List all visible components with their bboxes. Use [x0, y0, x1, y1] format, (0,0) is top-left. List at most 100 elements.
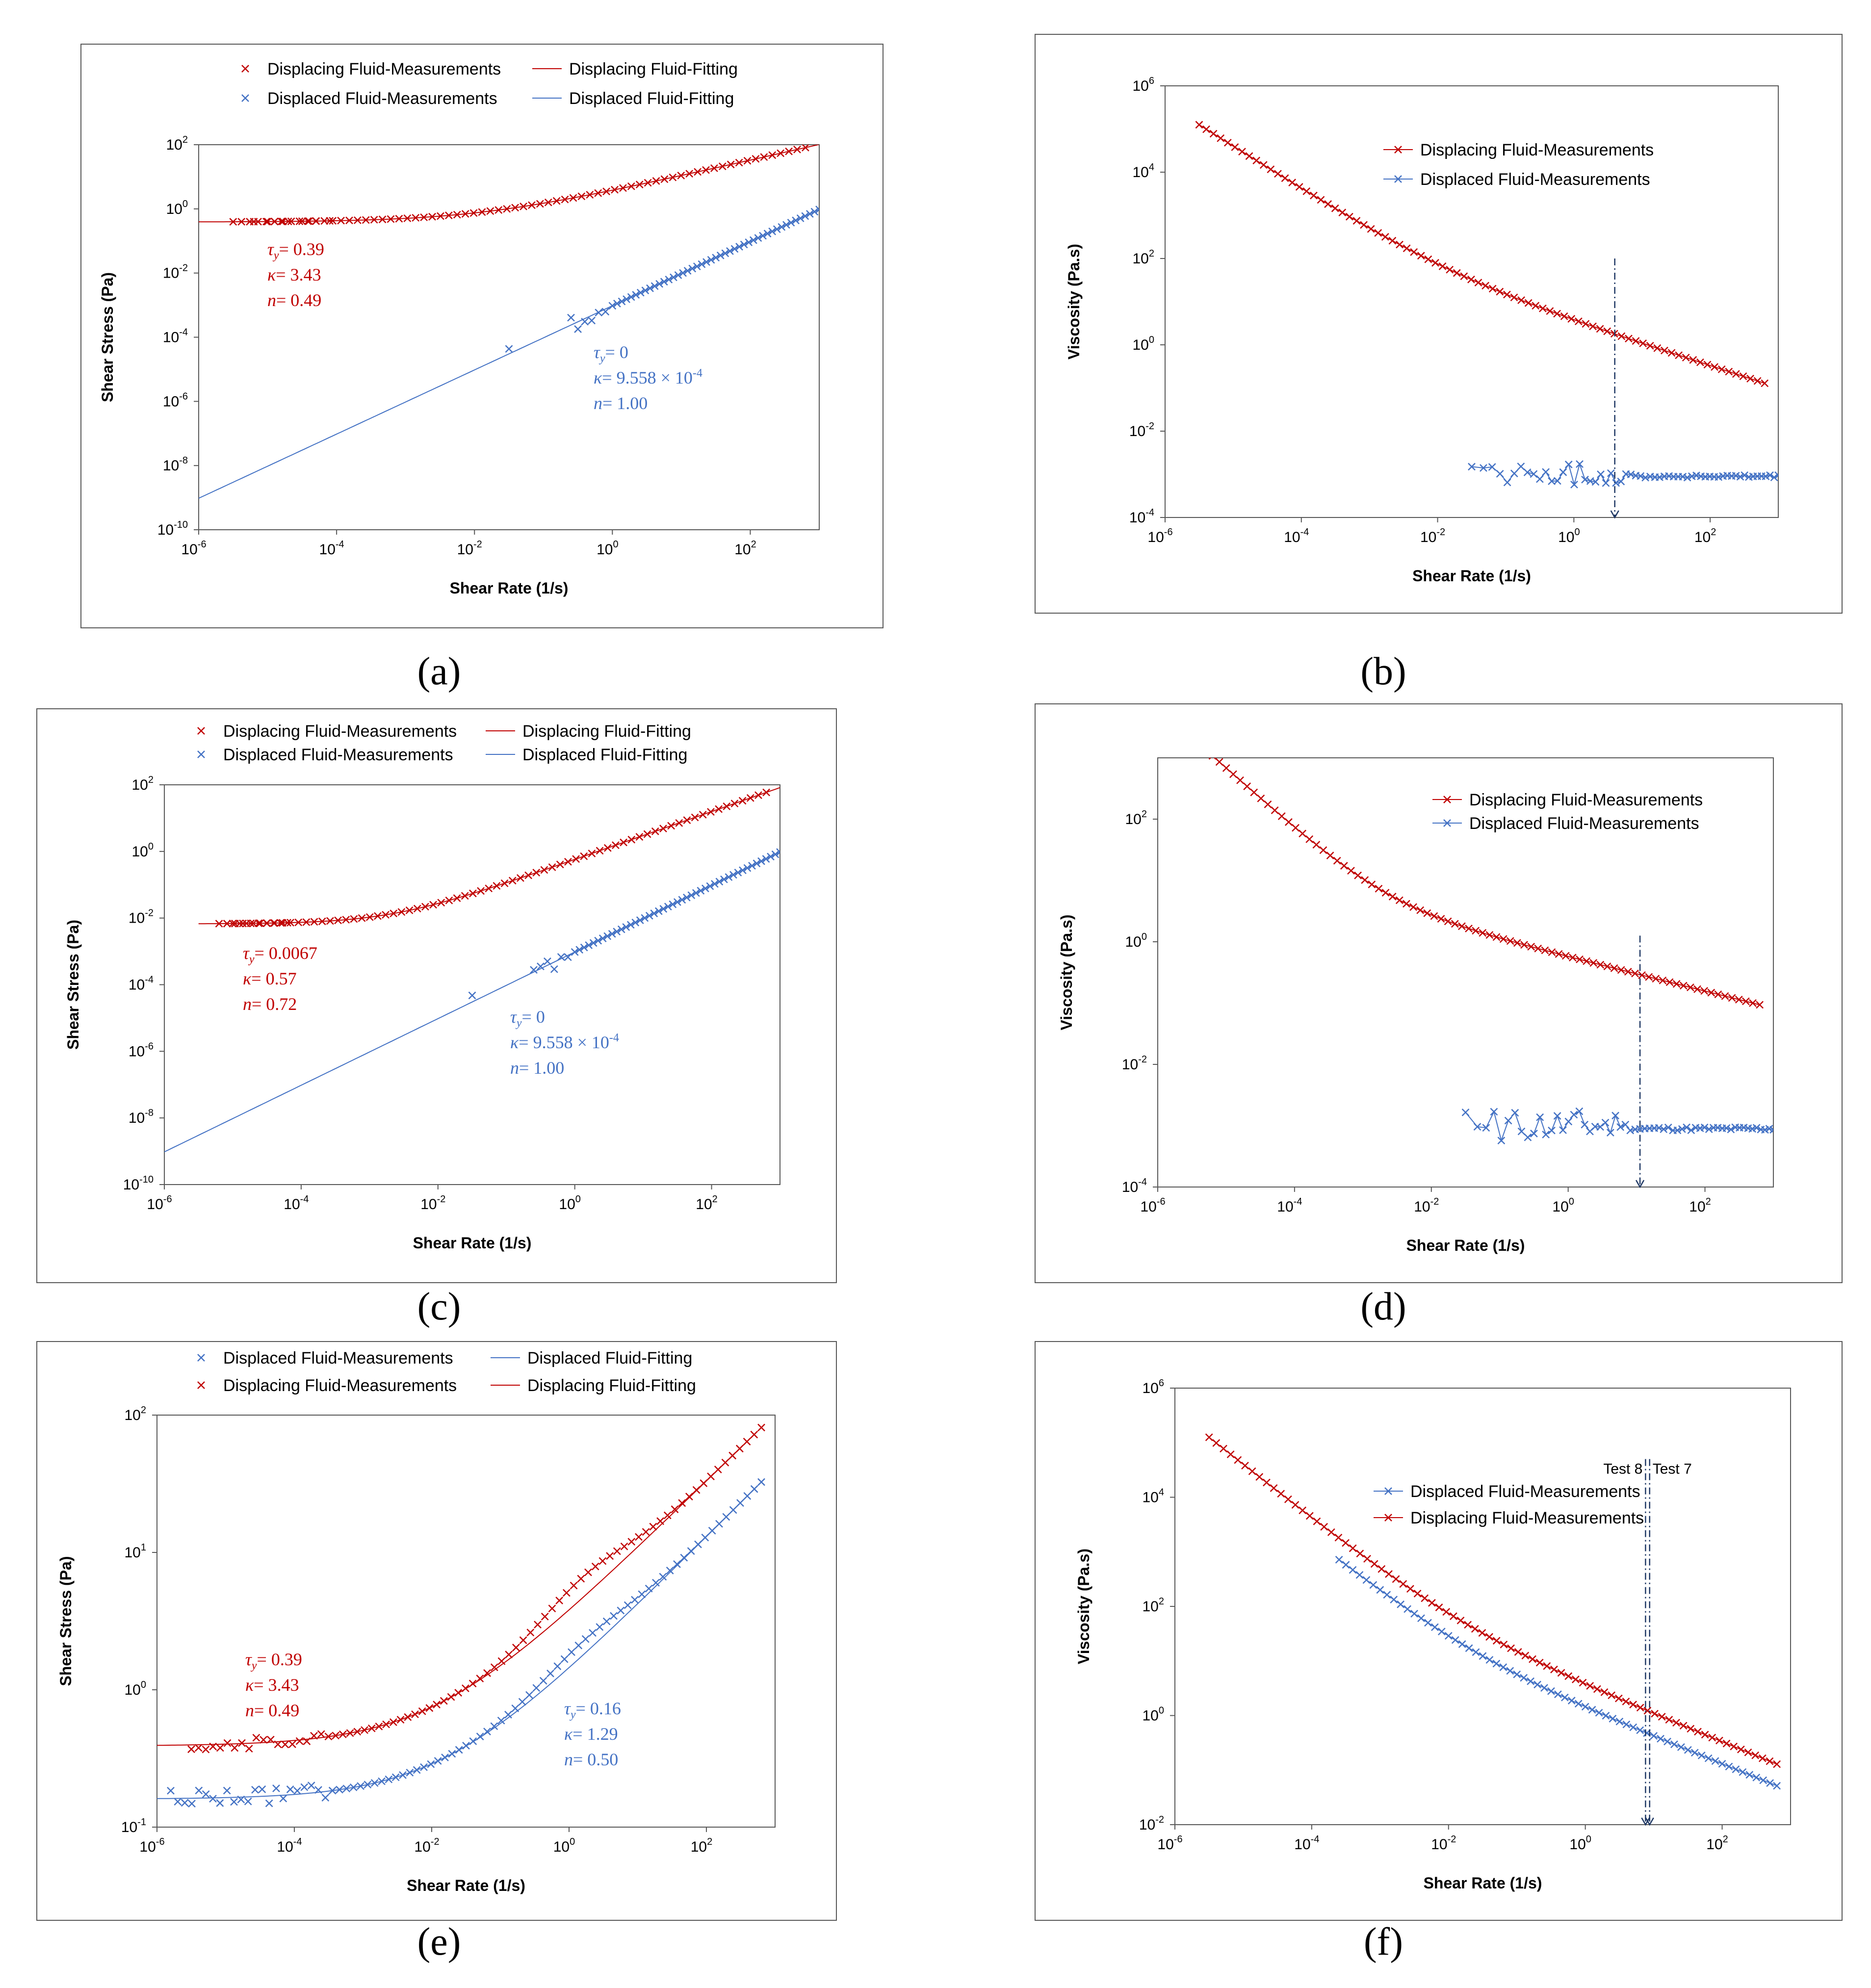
- data-point: [534, 1621, 542, 1629]
- data-point: [651, 827, 659, 835]
- data-point: [468, 1679, 477, 1688]
- data-point: [1679, 472, 1687, 481]
- data-point: [768, 227, 777, 235]
- data-point: [1725, 367, 1733, 376]
- data-point: [1591, 478, 1600, 486]
- data-point: [746, 794, 754, 802]
- data-point: [1430, 912, 1438, 920]
- data-point: [1392, 1575, 1400, 1583]
- data-point: [395, 214, 403, 223]
- data-point: [546, 1669, 554, 1678]
- data-point: [1388, 893, 1397, 901]
- data-point: [1700, 987, 1709, 995]
- data-point: [702, 166, 710, 174]
- data-point: [256, 919, 264, 928]
- data-point: [520, 203, 527, 210]
- data-point: [399, 1771, 407, 1779]
- data-point: [750, 1485, 758, 1493]
- legend-marker: [1394, 146, 1402, 154]
- data-point: [1690, 1749, 1699, 1757]
- legend-marker: [197, 1354, 205, 1362]
- data-point: [649, 1523, 657, 1531]
- data-point: [635, 181, 644, 189]
- data-point: [1538, 304, 1547, 312]
- plot-body: [1205, 1433, 1781, 1790]
- data-point: [611, 185, 619, 194]
- data-point: [1243, 782, 1251, 791]
- data-point: [295, 1737, 304, 1745]
- parameter-line: κ= 1.29: [564, 1724, 618, 1744]
- x-axis-title: Shear Rate (1/s): [413, 1234, 532, 1252]
- data-point: [650, 282, 659, 290]
- data-point: [260, 1736, 267, 1744]
- data-point: [589, 1629, 597, 1637]
- data-point: [1485, 1633, 1493, 1641]
- data-point: [342, 1784, 351, 1793]
- data-point: [1721, 992, 1729, 1000]
- data-point: [1651, 1709, 1659, 1718]
- x-axis-title: Shear Rate (1/s): [1412, 567, 1531, 585]
- data-point: [1465, 1644, 1473, 1652]
- chart-frame: [36, 708, 837, 1283]
- data-point: [768, 151, 777, 159]
- data-point: [1510, 293, 1518, 302]
- data-point: [1496, 287, 1504, 296]
- data-point: [216, 1744, 224, 1752]
- data-point: [181, 1799, 189, 1807]
- data-point: [235, 919, 244, 928]
- data-point: [1535, 475, 1544, 483]
- data-point: [687, 1547, 695, 1555]
- data-point: [1752, 1124, 1761, 1132]
- data-point: [760, 153, 768, 161]
- data-point: [1474, 279, 1482, 286]
- data-point: [627, 293, 635, 301]
- y-tick-label: 10-2: [1139, 1814, 1164, 1833]
- data-point: [683, 816, 691, 825]
- fit-line: [157, 1434, 755, 1746]
- chart-frame: [80, 44, 884, 628]
- y-tick-label: 106: [1143, 1378, 1165, 1396]
- data-point: [370, 1779, 379, 1787]
- legend-marker: [1394, 175, 1402, 183]
- data-point: [1506, 937, 1514, 945]
- data-point: [638, 1590, 646, 1599]
- data-point: [1564, 1672, 1573, 1680]
- plot-area: [156, 1415, 776, 1828]
- legend-entry: Displaced Fluid-Measurements: [1469, 814, 1699, 833]
- data-point: [596, 1623, 604, 1631]
- data-point: [512, 1644, 520, 1652]
- data-point: [1711, 1757, 1719, 1765]
- data-point: [493, 882, 501, 890]
- data-point: [1683, 473, 1691, 482]
- data-point: [712, 254, 720, 262]
- data-point: [793, 145, 801, 154]
- data-point: [1766, 1779, 1774, 1787]
- parameter-line: κ= 9.558 × 10-4: [510, 1032, 619, 1052]
- data-point: [631, 918, 640, 927]
- data-point: [757, 857, 765, 865]
- data-point: [1646, 342, 1654, 350]
- data-point: [1231, 143, 1239, 151]
- y-tick-label: 10-6: [163, 391, 188, 410]
- data-point: [1665, 1716, 1673, 1724]
- data-point: [738, 797, 747, 805]
- data-point: [329, 217, 337, 225]
- data-point: [678, 1499, 686, 1507]
- data-point: [1725, 1762, 1733, 1771]
- data-point: [536, 200, 544, 208]
- data-point: [1267, 165, 1275, 174]
- data-point: [1403, 244, 1411, 253]
- data-point: [370, 216, 378, 224]
- data-point: [1659, 976, 1667, 984]
- data-point: [461, 210, 469, 218]
- data-point: [1527, 1677, 1534, 1685]
- legend: Displaced Fluid-Measurements Displacing F…: [1374, 1482, 1644, 1527]
- data-point: [1670, 1740, 1678, 1749]
- data-point: [586, 191, 594, 199]
- data-point: [237, 218, 246, 226]
- data-point: [503, 205, 511, 213]
- data-point: [1202, 125, 1210, 133]
- data-point: [673, 898, 681, 906]
- data-point: [617, 1606, 625, 1615]
- data-point: [413, 904, 421, 913]
